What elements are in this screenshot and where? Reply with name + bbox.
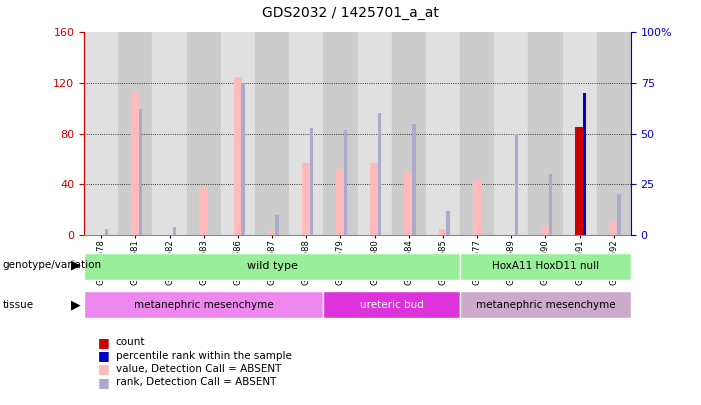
Text: ■: ■ [98,349,110,362]
Bar [583,93,587,235]
Bar [439,228,447,235]
Bar [460,32,494,235]
Bar [323,291,460,318]
Bar [447,211,450,235]
Bar [84,253,460,280]
Bar [290,32,323,235]
Bar [529,32,562,235]
Bar [610,222,618,235]
Text: genotype/variation: genotype/variation [3,260,102,270]
Bar [131,92,139,235]
Bar [426,32,460,235]
Bar [173,227,177,235]
Text: value, Detection Call = ABSENT: value, Detection Call = ABSENT [116,364,281,374]
Bar [549,174,552,235]
Bar [153,32,186,235]
Text: ▶: ▶ [71,259,81,272]
Bar [412,124,416,235]
Bar [358,32,392,235]
Text: metanephric mesenchyme: metanephric mesenchyme [134,300,273,310]
Bar [200,187,208,235]
Text: wild type: wild type [247,261,297,271]
Bar [541,225,550,235]
Bar [323,32,358,235]
Bar [576,127,584,235]
Bar [460,253,631,280]
Text: ■: ■ [98,336,110,349]
Text: count: count [116,337,145,347]
Bar [378,113,381,235]
Bar [118,32,152,235]
Bar [302,163,311,235]
Bar [618,194,620,235]
Bar [404,172,413,235]
Bar [255,32,289,235]
Bar [515,134,518,235]
Bar [562,32,597,235]
Bar [392,32,426,235]
Text: ureteric bud: ureteric bud [360,300,423,310]
Text: rank, Detection Call = ABSENT: rank, Detection Call = ABSENT [116,377,276,387]
Bar [268,231,276,235]
Text: HoxA11 HoxD11 null: HoxA11 HoxD11 null [492,261,599,271]
Text: GDS2032 / 1425701_a_at: GDS2032 / 1425701_a_at [262,6,439,20]
Text: percentile rank within the sample: percentile rank within the sample [116,351,292,360]
Bar [186,32,221,235]
Bar [221,32,255,235]
Text: ▶: ▶ [71,298,81,311]
Bar [370,163,379,235]
Bar [336,169,345,235]
Text: metanephric mesenchyme: metanephric mesenchyme [476,300,615,310]
Bar [84,32,118,235]
Text: ■: ■ [98,376,110,389]
Bar [241,83,245,235]
Bar [275,215,279,235]
Bar [460,291,631,318]
Bar [473,181,482,235]
Bar [494,32,529,235]
Bar [597,32,631,235]
Bar [310,128,313,235]
Text: ■: ■ [98,362,110,375]
Bar [233,77,242,235]
Bar [139,109,142,235]
Bar [344,130,347,235]
Bar [104,229,108,235]
Text: tissue: tissue [3,300,34,309]
Bar [84,291,323,318]
